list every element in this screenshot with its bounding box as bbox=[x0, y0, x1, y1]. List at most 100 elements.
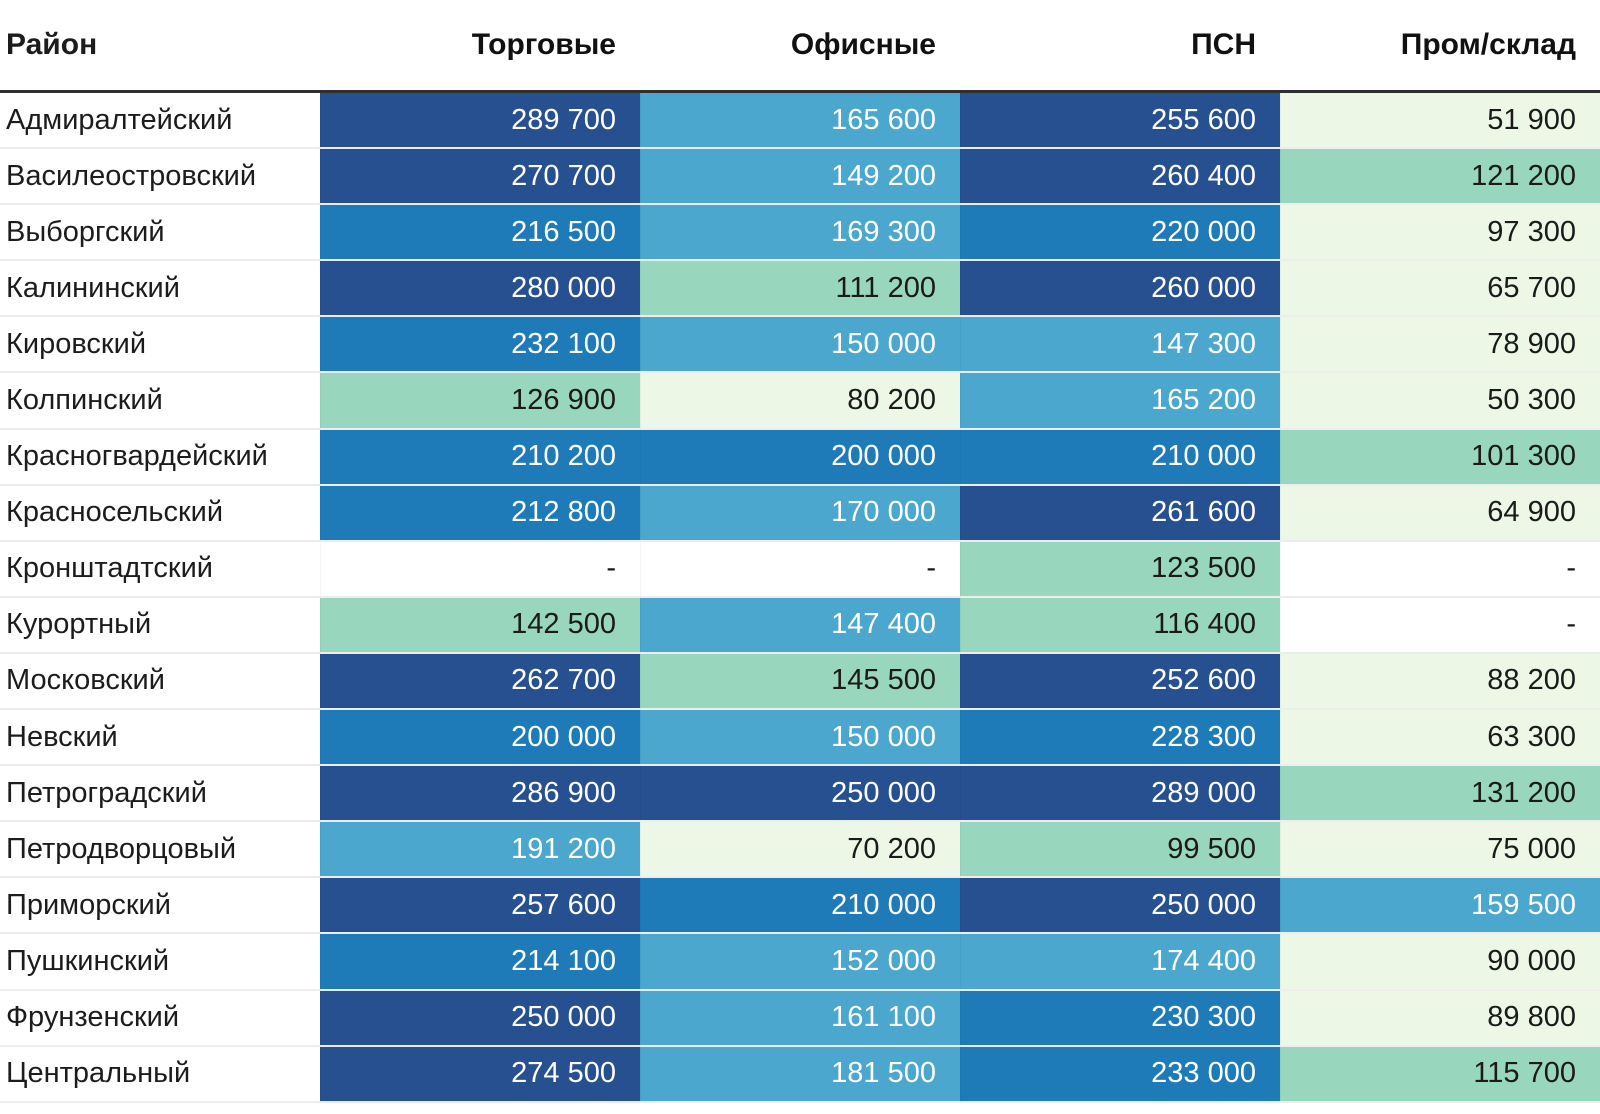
value-cell: 116 400 bbox=[960, 597, 1280, 652]
table-row: Кронштадтский - -123 500- bbox=[0, 541, 1600, 598]
district-label: Кронштадтский bbox=[0, 541, 320, 596]
district-label: Кировский bbox=[0, 317, 320, 372]
value-cell: 210 000 bbox=[640, 878, 960, 933]
district-label: Петродворцовый bbox=[0, 822, 320, 877]
value-cell: 270 700 bbox=[320, 149, 640, 204]
value-cell: 210 000 bbox=[960, 429, 1280, 484]
district-label: Адмиралтейский bbox=[0, 93, 320, 148]
value-cell: - bbox=[640, 541, 960, 596]
district-label: Колпинский bbox=[0, 373, 320, 428]
district-label: Петроградский bbox=[0, 766, 320, 821]
value-cell: 230 300 bbox=[960, 990, 1280, 1045]
value-cell: 145 500 bbox=[640, 653, 960, 709]
district-label: Калининский bbox=[0, 261, 320, 316]
value-cell: 232 100 bbox=[320, 317, 640, 372]
district-label: Выборгский bbox=[0, 205, 320, 260]
district-label: Московский bbox=[0, 653, 320, 709]
value-cell: 88 200 bbox=[1280, 653, 1600, 709]
value-cell: 80 200 bbox=[640, 373, 960, 428]
value-cell: 170 000 bbox=[640, 485, 960, 540]
value-cell: 147 400 bbox=[640, 597, 960, 652]
column-header-office: Офисные bbox=[640, 28, 960, 62]
value-cell: 126 900 bbox=[320, 373, 640, 428]
value-cell: 214 100 bbox=[320, 934, 640, 989]
header-row: Район Торговые Офисные ПСН Пром/склад bbox=[0, 0, 1600, 93]
value-cell: 165 600 bbox=[640, 93, 960, 148]
table-row: Петроградский 286 900 250 000 289 000 131 20… bbox=[0, 766, 1600, 823]
value-cell: 250 000 bbox=[320, 990, 640, 1045]
table-row: Адмиралтейский 289 700 165 600 255 600 51 90… bbox=[0, 93, 1600, 150]
table-row: Невский 200 000 150 000 228 300 63 300 bbox=[0, 710, 1600, 767]
value-cell: 216 500 bbox=[320, 205, 640, 260]
table-row: Колпинский 126 900 80 200 165 200 50 300 bbox=[0, 373, 1600, 430]
value-cell: 147 300 bbox=[960, 317, 1280, 372]
value-cell: 286 900 bbox=[320, 766, 640, 821]
value-cell: 142 500 bbox=[320, 597, 640, 652]
table-row: Курортный 142 500 147 400 116 400- bbox=[0, 597, 1600, 654]
value-cell: 181 500 bbox=[640, 1046, 960, 1101]
value-cell: 161 100 bbox=[640, 990, 960, 1045]
table-row: Выборгский 216 500 169 300 220 000 97 300 bbox=[0, 205, 1600, 262]
value-cell: 260 000 bbox=[960, 261, 1280, 316]
table-row: Петродворцовый 191 200 70 200 99 500 75 000 bbox=[0, 822, 1600, 879]
value-cell: 210 200 bbox=[320, 429, 640, 484]
district-label: Невский bbox=[0, 710, 320, 765]
value-cell: 75 000 bbox=[1280, 822, 1600, 877]
value-cell: 233 000 bbox=[960, 1046, 1280, 1101]
value-cell: 101 300 bbox=[1280, 429, 1600, 484]
value-cell: 65 700 bbox=[1280, 261, 1600, 316]
value-cell: 257 600 bbox=[320, 878, 640, 933]
column-header-district: Район bbox=[0, 28, 320, 62]
value-cell: 262 700 bbox=[320, 653, 640, 709]
value-cell: 165 200 bbox=[960, 373, 1280, 428]
value-cell: 89 800 bbox=[1280, 990, 1600, 1045]
value-cell: 280 000 bbox=[320, 261, 640, 316]
value-cell: 149 200 bbox=[640, 149, 960, 204]
district-label: Пушкинский bbox=[0, 934, 320, 989]
table-row: Московский 262 700 145 500 252 600 88 200 bbox=[0, 653, 1600, 711]
table-row: Красногвардейский 210 200 200 000 210 000 10… bbox=[0, 429, 1600, 486]
table-row: Центральный 274 500 181 500 233 000 115 700 bbox=[0, 1046, 1600, 1103]
district-label: Василеостровский bbox=[0, 149, 320, 204]
value-cell: 274 500 bbox=[320, 1046, 640, 1101]
value-cell: 150 000 bbox=[640, 317, 960, 372]
value-cell: 212 800 bbox=[320, 485, 640, 540]
value-cell: 90 000 bbox=[1280, 934, 1600, 989]
table-row: Приморский 257 600 210 000 250 000 159 500 bbox=[0, 878, 1600, 935]
value-cell: 252 600 bbox=[960, 653, 1280, 709]
value-cell: - bbox=[1280, 597, 1600, 652]
value-cell: 191 200 bbox=[320, 822, 640, 877]
value-cell: 174 400 bbox=[960, 934, 1280, 989]
district-label: Центральный bbox=[0, 1046, 320, 1101]
table-row: Красносельский 212 800 170 000 261 600 64 90… bbox=[0, 485, 1600, 542]
value-cell: 99 500 bbox=[960, 822, 1280, 877]
value-cell: 51 900 bbox=[1280, 93, 1600, 148]
value-cell: 131 200 bbox=[1280, 766, 1600, 821]
column-header-retail: Торговые bbox=[320, 28, 640, 62]
district-label: Приморский bbox=[0, 878, 320, 933]
table-body: Адмиралтейский 289 700 165 600 255 600 51 90… bbox=[0, 93, 1600, 1103]
value-cell: 150 000 bbox=[640, 710, 960, 765]
value-cell: 200 000 bbox=[640, 429, 960, 484]
table-row: Фрунзенский 250 000 161 100 230 300 89 800 bbox=[0, 990, 1600, 1047]
district-label: Фрунзенский bbox=[0, 990, 320, 1045]
value-cell: 159 500 bbox=[1280, 878, 1600, 933]
value-cell: 63 300 bbox=[1280, 710, 1600, 765]
value-cell: 123 500 bbox=[960, 541, 1280, 596]
value-cell: 111 200 bbox=[640, 261, 960, 316]
value-cell: 228 300 bbox=[960, 710, 1280, 765]
value-cell: 255 600 bbox=[960, 93, 1280, 148]
value-cell: 200 000 bbox=[320, 710, 640, 765]
value-cell: 78 900 bbox=[1280, 317, 1600, 372]
column-header-psn: ПСН bbox=[960, 28, 1280, 62]
value-cell: 289 700 bbox=[320, 93, 640, 148]
value-cell: 70 200 bbox=[640, 822, 960, 877]
value-cell: 261 600 bbox=[960, 485, 1280, 540]
value-cell: 152 000 bbox=[640, 934, 960, 989]
table-row: Кировский 232 100 150 000 147 300 78 900 bbox=[0, 317, 1600, 374]
value-cell: 115 700 bbox=[1280, 1046, 1600, 1101]
value-cell: - bbox=[320, 541, 640, 596]
value-cell: 50 300 bbox=[1280, 373, 1600, 428]
value-cell: 250 000 bbox=[960, 878, 1280, 933]
